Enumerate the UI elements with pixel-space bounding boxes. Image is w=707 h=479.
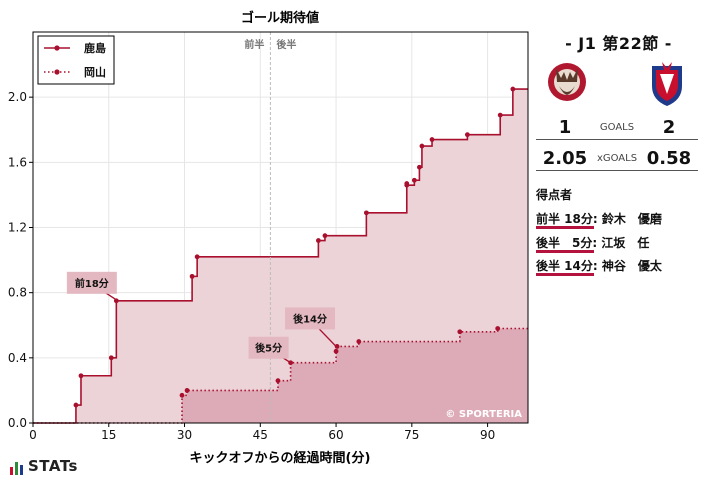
- y-tick-label: 1.6: [8, 155, 27, 169]
- shot-point: [322, 233, 328, 239]
- shot-point: [419, 143, 425, 149]
- shot-point: [495, 326, 501, 331]
- y-tick-label: 0.0: [8, 416, 27, 430]
- annotation-box: [66, 271, 117, 294]
- annotation-box: [285, 307, 336, 330]
- scorer-underline: [536, 226, 594, 229]
- y-tick-label: 2.0: [8, 90, 27, 104]
- home-goals: 1: [558, 117, 572, 138]
- shot-point: [78, 373, 84, 379]
- scorers-title: 得点者: [536, 188, 573, 202]
- shot-point: [510, 86, 516, 92]
- legend-label: 鹿島: [84, 41, 106, 55]
- goals-label: GOALS: [599, 122, 635, 133]
- home-xg: 2.05: [542, 148, 588, 169]
- logo-bar-icon: [20, 465, 23, 475]
- legend-marker: [54, 69, 60, 75]
- xg-label: xGOALS: [596, 153, 638, 164]
- y-tick-label: 0.8: [8, 286, 27, 300]
- first-half-label: 前半: [244, 38, 264, 51]
- xg-row: 2.05 xGOALS 0.58: [536, 148, 698, 170]
- y-tick-label: 0.4: [8, 351, 27, 365]
- divider: [536, 139, 698, 140]
- shot-point: [457, 329, 463, 335]
- annotation-label: 後14分: [293, 312, 327, 325]
- logo-bar-icon: [15, 462, 18, 475]
- annotation-label: 前18分: [75, 277, 109, 290]
- brand-name: STATs: [28, 457, 78, 475]
- shot-point: [417, 164, 422, 170]
- scorer-name: 鈴木 優磨: [601, 212, 662, 226]
- scorer-time: 後半 14分:: [536, 259, 598, 273]
- shot-point: [275, 378, 281, 384]
- home-crest-icon: [548, 63, 586, 101]
- scorer-item: 後半 14分: 神谷 優太: [536, 257, 706, 276]
- legend-box: [37, 35, 115, 85]
- x-tick-label: 75: [404, 428, 419, 442]
- areas: [33, 89, 528, 423]
- shot-point: [189, 273, 195, 279]
- scorer-item: 前半 18分: 鈴木 優磨: [536, 210, 706, 229]
- chart-title: ゴール期待値: [241, 10, 319, 26]
- shot-point: [356, 339, 362, 344]
- x-tick-label: 15: [101, 428, 116, 442]
- x-axis-label: キックオフからの経過時間(分): [190, 450, 371, 466]
- x-tick-label: 0: [29, 428, 37, 442]
- scorer-time: 後半 5分:: [536, 236, 598, 250]
- axes: [29, 31, 529, 427]
- legend-label: 岡山: [84, 65, 106, 79]
- x-tick-label: 60: [328, 428, 343, 442]
- series-points: [73, 86, 516, 408]
- series-area: [33, 328, 528, 423]
- shot-point: [333, 348, 339, 354]
- shot-point: [497, 112, 503, 118]
- away-crest-icon: [652, 62, 682, 106]
- scorer-time: 前半 18分:: [536, 212, 598, 226]
- match-title: - J1 第22節 -: [565, 34, 672, 53]
- legend-marker: [54, 45, 60, 51]
- away-goals: 2: [662, 117, 676, 138]
- y-tick-label: 1.2: [8, 221, 27, 235]
- x-tick-label: 90: [480, 428, 495, 442]
- shot-point: [411, 177, 417, 183]
- match-panel: - J1 第22節 - 1 GOALS 2 2.05 xGOALS 0.58 得…: [530, 0, 707, 479]
- scorer-item: 後半 5分: 江坂 任: [536, 234, 706, 253]
- shot-point: [184, 388, 190, 393]
- scorer-underline: [536, 273, 594, 276]
- watermark: © SPORTERIA: [445, 409, 522, 420]
- divider: [536, 170, 698, 171]
- shot-point: [108, 355, 114, 361]
- shot-point: [179, 392, 185, 398]
- scorer-underline: [536, 250, 594, 253]
- scorer-name: 江坂 任: [601, 236, 650, 250]
- second-half-label: 後半: [276, 38, 296, 51]
- tick-labels: 0 15 30 45 60 75 90 0.0 0.4 0.8 1.2 1.6 2.0: [8, 90, 495, 442]
- goals-row: 1 GOALS 2: [536, 117, 698, 139]
- x-tick-label: 45: [253, 428, 268, 442]
- shot-point: [429, 137, 435, 142]
- away-xg: 0.58: [646, 148, 692, 169]
- shot-point: [464, 132, 470, 138]
- series-area: [33, 89, 528, 423]
- scorer-name: 神谷 優太: [601, 259, 662, 273]
- shot-point: [404, 182, 410, 188]
- shot-point: [73, 402, 79, 408]
- shot-point: [194, 254, 200, 260]
- shot-point: [363, 210, 369, 216]
- shot-point: [315, 238, 321, 243]
- x-tick-label: 30: [177, 428, 192, 442]
- logo-bar-icon: [10, 467, 13, 475]
- annotation-box: [248, 336, 289, 359]
- annotation-label: 後5分: [255, 342, 282, 355]
